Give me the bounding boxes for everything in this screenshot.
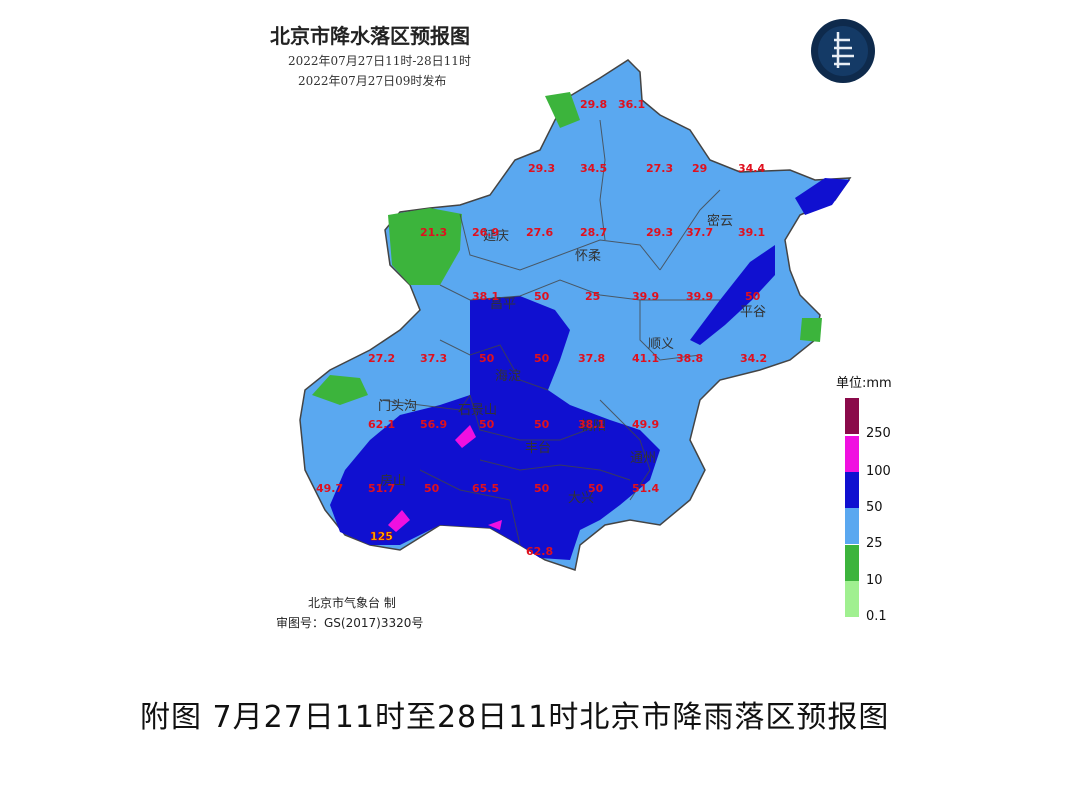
rain-value: 39.9 <box>632 290 659 303</box>
credit-maker: 北京市气象台 制 <box>308 596 396 610</box>
legend-label: 0.1 <box>866 609 887 624</box>
heavy-rain-east-tip <box>795 178 850 215</box>
legend-label: 25 <box>866 536 883 551</box>
rain-value: 62.1 <box>368 418 395 431</box>
legend-swatch <box>845 581 859 617</box>
rain-value: 50 <box>534 352 550 365</box>
rain-value: 51.4 <box>632 482 659 495</box>
heavy-rain-area <box>330 296 660 560</box>
rain-value: 37.8 <box>578 352 605 365</box>
rain-value: 62.8 <box>526 545 553 558</box>
rain-value: 50 <box>534 290 550 303</box>
magenta-spot-2 <box>388 510 410 532</box>
green-area-north <box>545 92 580 128</box>
rain-value: 34.4 <box>738 162 765 175</box>
legend-swatch <box>845 545 859 581</box>
rain-value: 37.3 <box>420 352 447 365</box>
rain-value: 50 <box>479 352 495 365</box>
district-pinggu: 平谷 <box>740 305 766 320</box>
rain-value: 50 <box>588 482 604 495</box>
district-yanqing: 延庆 <box>483 229 509 244</box>
rain-value: 39.1 <box>738 226 765 239</box>
rain-value: 26.9 <box>472 226 499 239</box>
magenta-spot-1 <box>455 425 476 448</box>
green-area-west <box>312 375 368 405</box>
heavy-rain-northeast <box>690 245 775 345</box>
rain-value: 21.3 <box>420 226 447 239</box>
rain-value: 25 <box>585 290 600 303</box>
legend-label: 50 <box>866 500 883 515</box>
rain-value: 29 <box>692 162 707 175</box>
rain-value: 29.3 <box>646 226 673 239</box>
valid-period: 2022年07月27日11时-28日11时 <box>288 54 471 68</box>
rain-value: 29.8 <box>580 98 607 111</box>
district-mentougou: 门头沟 <box>378 399 417 414</box>
rain-value: 38.1 <box>578 418 605 431</box>
legend-label: 10 <box>866 573 883 588</box>
figure-caption: 附图 7月27日11时至28日11时北京市降雨落区预报图 <box>140 700 890 735</box>
rain-value: 50 <box>534 482 550 495</box>
rain-value: 27.6 <box>526 226 553 239</box>
rain-value: 27.2 <box>368 352 395 365</box>
rain-value: 125 <box>370 530 393 543</box>
rain-value: 27.3 <box>646 162 673 175</box>
rain-value: 50 <box>745 290 761 303</box>
rain-value: 50 <box>479 418 495 431</box>
district-daxing: 大兴 <box>568 491 594 506</box>
rain-value: 50 <box>424 482 440 495</box>
district-huairou: 怀柔 <box>575 249 601 264</box>
legend-swatch <box>845 472 859 508</box>
rain-value: 28.7 <box>580 226 607 239</box>
legend-swatch <box>845 436 859 472</box>
district-shijingshan: 石景山 <box>458 403 497 418</box>
legend-unit: 单位:mm <box>836 376 892 391</box>
district-haidian: 海淀 <box>495 369 521 384</box>
district-shunyi: 顺义 <box>648 337 674 352</box>
rain-value: 37.7 <box>686 226 713 239</box>
district-chaoyang: 朝阳 <box>580 419 606 434</box>
district-fangshan: 房山 <box>380 473 406 489</box>
legend-swatch <box>845 398 859 434</box>
legend-label: 100 <box>866 464 891 479</box>
rain-value: 29.3 <box>528 162 555 175</box>
issue-time: 2022年07月27日09时发布 <box>298 74 447 88</box>
rain-value: 41.1 <box>632 352 659 365</box>
beijing-meteorological-logo-icon <box>811 19 875 83</box>
district-changping: 昌平 <box>490 297 516 312</box>
rain-value: 34.2 <box>740 352 767 365</box>
district-tongzhou: 通州 <box>630 451 656 466</box>
district-miyun: 密云 <box>707 213 733 229</box>
rain-value: 51.7 <box>368 482 395 495</box>
credit-approval: 审图号：GS(2017)3320号 <box>276 616 424 630</box>
green-area-northwest <box>388 208 462 285</box>
map-title: 北京市降水落区预报图 <box>270 24 470 48</box>
rain-value: 39.9 <box>686 290 713 303</box>
rain-value: 50 <box>534 418 550 431</box>
rain-value: 56.9 <box>420 418 447 431</box>
district-fengtai: 丰台 <box>525 441 551 456</box>
rain-value: 36.1 <box>618 98 645 111</box>
rain-value: 38.1 <box>472 290 499 303</box>
rain-value: 49.9 <box>632 418 659 431</box>
rain-value: 34.5 <box>580 162 607 175</box>
rain-value: 38.8 <box>676 352 703 365</box>
green-area-east <box>800 318 822 342</box>
rain-value: 65.5 <box>472 482 499 495</box>
magenta-spot-3 <box>488 520 502 530</box>
rain-value: 49.7 <box>316 482 343 495</box>
legend-swatch <box>845 508 859 544</box>
legend-label: 250 <box>866 426 891 441</box>
